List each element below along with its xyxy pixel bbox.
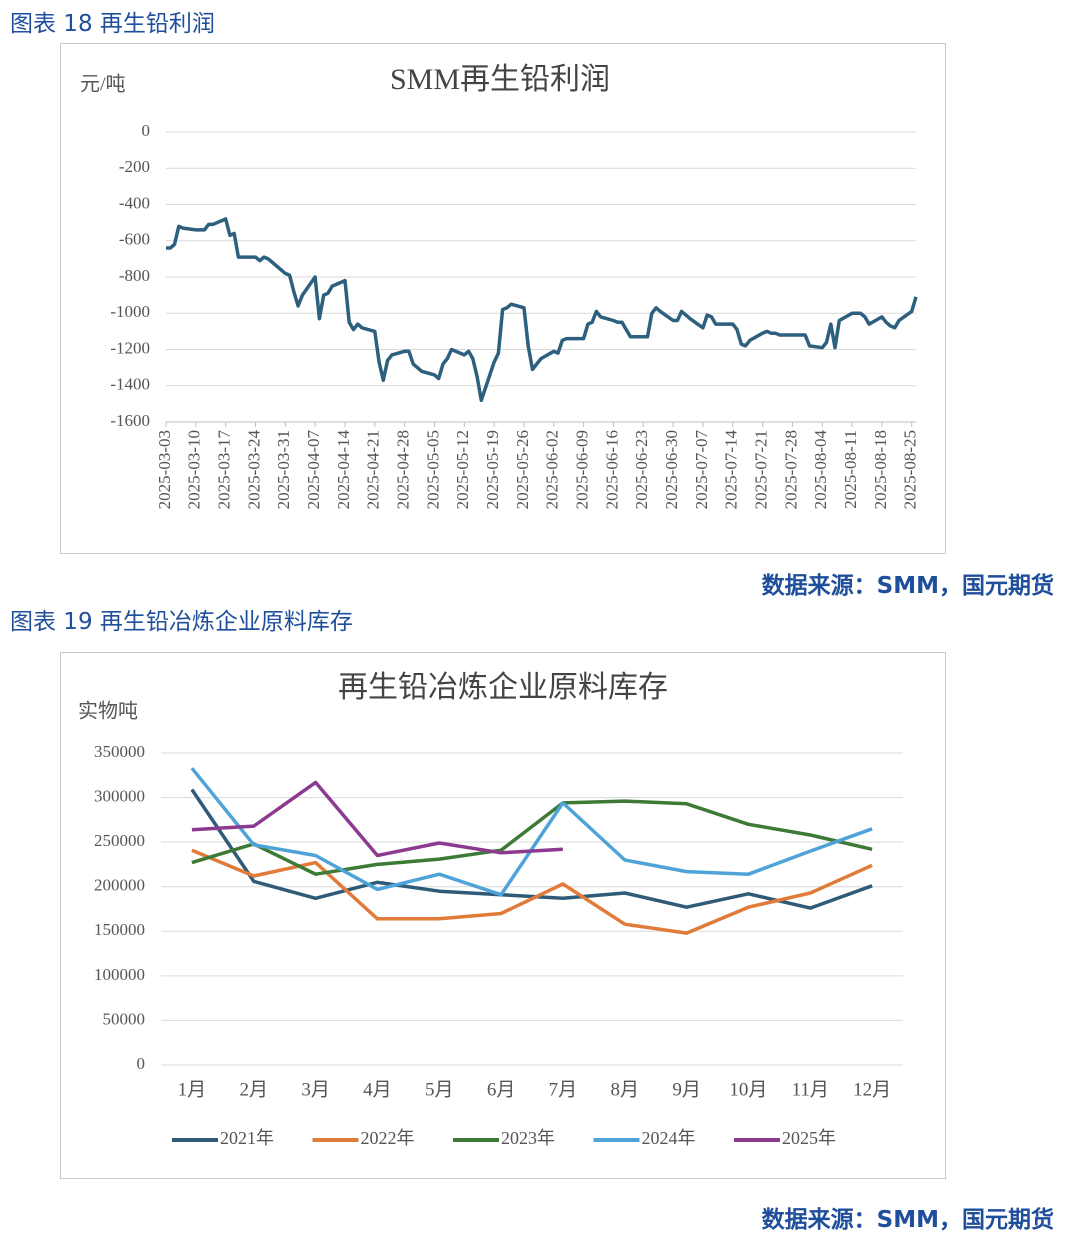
x-tick-label: 2月 <box>239 1079 268 1100</box>
x-tick-label: 6月 <box>487 1079 516 1100</box>
x-tick-label: 2025-07-28 <box>781 430 800 509</box>
x-tick-label: 1月 <box>178 1079 207 1100</box>
x-tick-label: 2025-07-07 <box>692 430 711 510</box>
y-tick-label: 50000 <box>103 1009 146 1028</box>
x-tick-label: 2025-06-30 <box>662 430 681 509</box>
x-tick-label: 2025-08-04 <box>811 430 830 510</box>
y-tick-label: 100000 <box>94 965 145 984</box>
x-tick-label: 2025-06-16 <box>602 430 621 509</box>
x-tick-label: 2025-03-24 <box>244 430 263 510</box>
x-tick-label: 2025-04-14 <box>334 430 353 510</box>
x-tick-label: 2025-05-05 <box>423 430 442 509</box>
line-series <box>191 799 873 876</box>
line-series <box>166 217 918 403</box>
x-tick-label: 2025-04-21 <box>364 430 383 509</box>
legend-label: 2021年 <box>220 1128 274 1148</box>
y-tick-label: -1000 <box>110 302 150 321</box>
source: 数据来源：SMM，国元期货 <box>761 573 1054 599</box>
chart-frame <box>60 652 946 1179</box>
x-tick-label: 12月 <box>853 1079 891 1100</box>
x-tick-label: 2025-05-12 <box>453 430 472 509</box>
legend-label: 2022年 <box>361 1128 415 1148</box>
line-series <box>190 767 873 897</box>
legend-label: 2025年 <box>782 1128 836 1148</box>
chart-title: SMM再生铅利润 <box>390 63 610 96</box>
x-tick-label: 2025-05-26 <box>513 430 532 509</box>
chart-frame <box>60 43 946 554</box>
x-tick-label: 2025-08-18 <box>871 430 890 509</box>
y-tick-label: 350000 <box>94 742 145 761</box>
line-series <box>190 788 873 910</box>
x-tick-label: 2025-07-14 <box>722 430 741 510</box>
chart: 再生铅冶炼企业原料库存 实物吨 0 50000 100000 150000 200000… <box>60 652 946 1179</box>
y-tick-label: 0 <box>137 1054 146 1073</box>
x-tick-label: 2025-04-28 <box>394 430 413 509</box>
x-tick-label: 2025-03-31 <box>274 430 293 509</box>
x-tick-label: 2025-06-09 <box>573 430 592 509</box>
caption: 图表 18 再生铅利润 <box>10 11 215 37</box>
y-tick-label: 200000 <box>94 876 145 895</box>
y-tick-label: -800 <box>119 266 150 285</box>
x-tick-label: 8月 <box>610 1079 639 1100</box>
source: 数据来源：SMM，国元期货 <box>761 1207 1054 1233</box>
x-tick-label: 2025-03-10 <box>185 430 204 509</box>
y-tick-label: 250000 <box>94 831 145 850</box>
x-tick-label: 2025-03-17 <box>215 430 234 510</box>
x-tick-label: 2025-04-07 <box>304 430 323 510</box>
chart: SMM再生铅利润 元/吨 0 -200 -400 -600 -800 -1000 -1200… <box>60 43 946 554</box>
caption: 图表 19 再生铅冶炼企业原料库存 <box>10 609 353 635</box>
x-tick-label: 11月 <box>792 1079 829 1100</box>
y-tick-label: 0 <box>142 121 151 140</box>
x-tick-label: 2025-03-03 <box>155 430 174 509</box>
y-tick-label: -1600 <box>110 411 150 430</box>
y-tick-label: -400 <box>119 193 150 212</box>
y-axis-label: 实物吨 <box>78 700 138 723</box>
x-tick-label: 2025-08-11 <box>841 430 860 509</box>
chart-title: 再生铅冶炼企业原料库存 <box>338 671 668 704</box>
line-series <box>191 780 563 858</box>
x-tick-label: 2025-07-21 <box>751 430 770 509</box>
x-tick-label: 10月 <box>729 1079 767 1100</box>
y-tick-label: -1400 <box>110 375 150 394</box>
y-tick-label: -600 <box>119 230 150 249</box>
x-tick-label: 2025-06-02 <box>543 430 562 509</box>
x-tick-label: 4月 <box>363 1079 392 1100</box>
y-tick-label: -200 <box>119 157 150 176</box>
line-series <box>191 848 873 935</box>
y-tick-label: 150000 <box>94 920 145 939</box>
y-tick-label: 300000 <box>94 786 145 805</box>
y-axis-label: 元/吨 <box>80 73 126 96</box>
x-tick-label: 5月 <box>425 1079 454 1100</box>
x-tick-label: 2025-06-23 <box>632 430 651 509</box>
x-tick-label: 7月 <box>549 1079 578 1100</box>
x-tick-label: 2025-08-25 <box>901 430 920 509</box>
y-tick-label: -1200 <box>110 338 150 357</box>
x-tick-label: 2025-05-19 <box>483 430 502 509</box>
x-tick-label: 9月 <box>672 1079 701 1100</box>
x-tick-label: 3月 <box>301 1079 330 1100</box>
legend-label: 2024年 <box>642 1128 696 1148</box>
legend-label: 2023年 <box>501 1128 555 1148</box>
